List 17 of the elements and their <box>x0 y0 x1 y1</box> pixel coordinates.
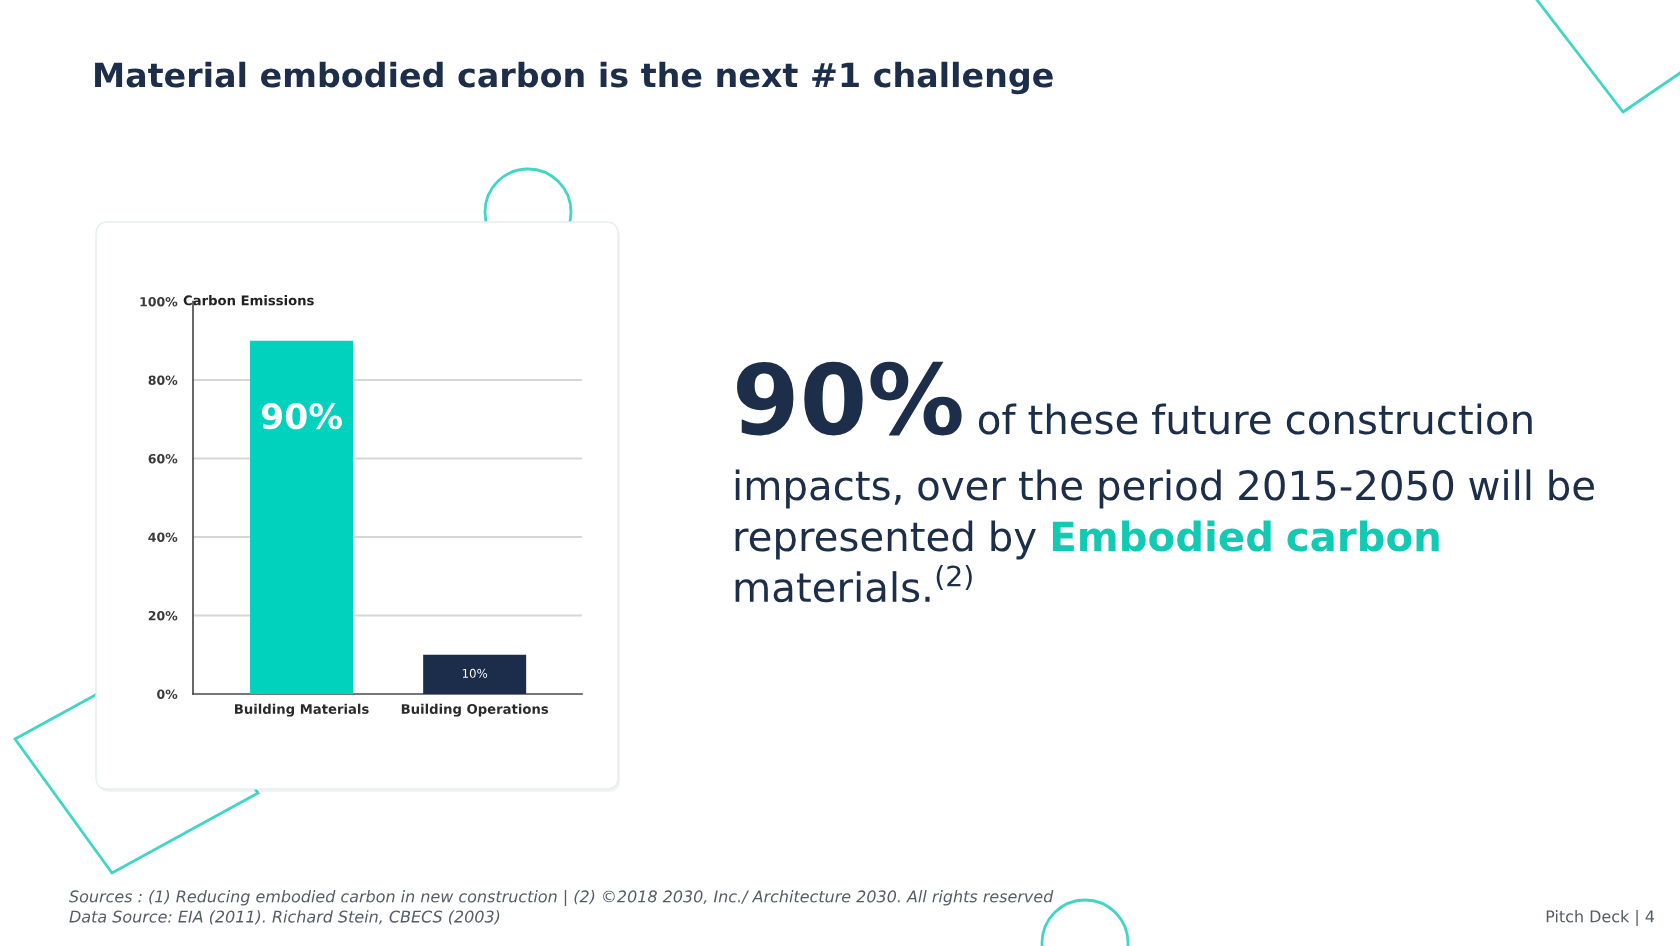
chart-title: Material embodied carbon is the next #1 challenge <box>95 61 1053 95</box>
text: Pitch Deck | 4 <box>1546 910 1655 926</box>
text: materials.$^{(2)}$ <box>735 564 972 603</box>
data-label: 90% <box>261 403 342 430</box>
y-tick-label: 60% <box>148 453 178 464</box>
x-tick-label: Building Materials <box>235 703 369 717</box>
x-tick-label: Building Operations <box>401 703 549 717</box>
source-note: Sources : (1) Reducing embodied carbon in new construction | (2) ©2018 2030, Inc./ Architecture 2030. All rights reserved <box>69 890 1054 906</box>
source-note: Data Source: EIA (2011). Richard Stein, CBECS (2003) <box>69 910 500 925</box>
y-tick-label: 80% <box>148 375 178 385</box>
y-tick-label: 40% <box>148 532 178 542</box>
y-tick-label: 100% <box>140 296 178 307</box>
text: Embodied carbon <box>1052 520 1439 552</box>
y-tick-label: 0% <box>157 689 178 699</box>
y-tick-label: 20% <box>148 610 178 621</box>
y-axis-title: Carbon Emissions <box>183 295 314 306</box>
data-label: 10% <box>462 668 488 678</box>
